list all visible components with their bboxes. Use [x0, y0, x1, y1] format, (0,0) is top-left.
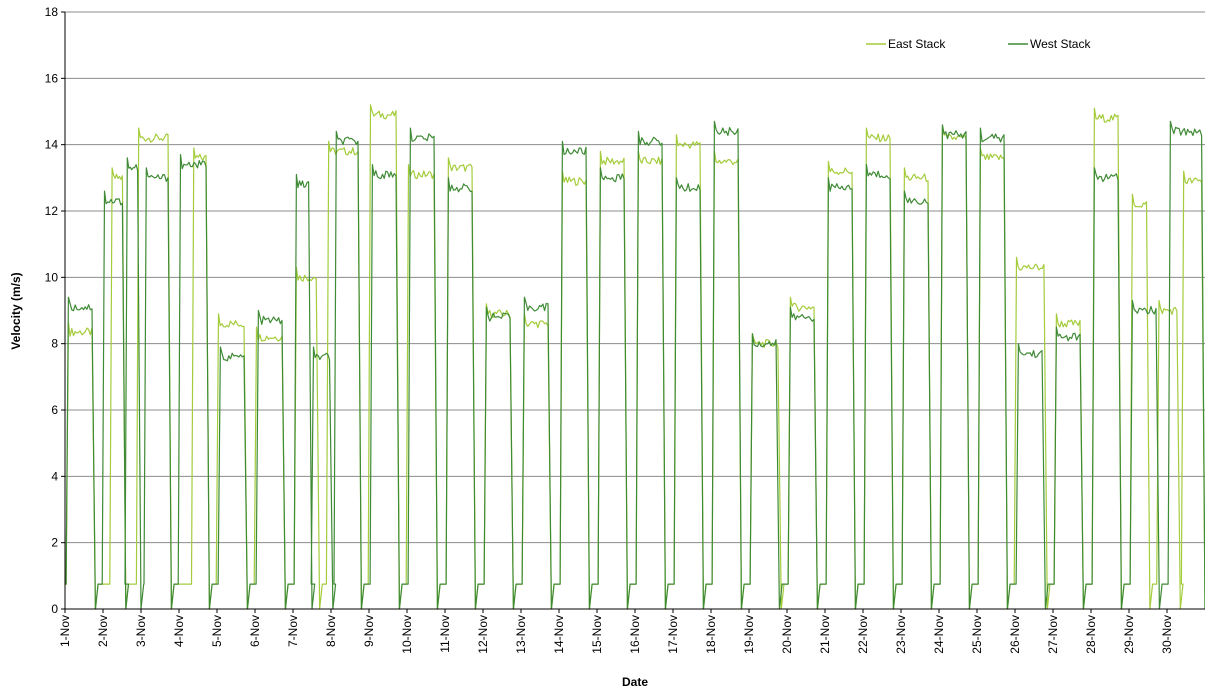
x-tick-label: 3-Nov: [134, 615, 148, 647]
x-tick-label: 20-Nov: [780, 615, 794, 654]
x-tick-label: 15-Nov: [590, 615, 604, 654]
x-tick-label: 5-Nov: [210, 615, 224, 647]
y-tick-label: 4: [51, 469, 58, 483]
series-line-east-stack: [65, 104, 1205, 610]
x-tick-label: 23-Nov: [894, 615, 908, 654]
series-line-west-stack: [65, 120, 1205, 610]
x-tick-label: 25-Nov: [970, 615, 984, 654]
y-tick-label: 14: [45, 138, 59, 152]
x-tick-label: 18-Nov: [704, 615, 718, 654]
y-tick-labels: 0 2 4 6 8 10 12 14 16 18: [45, 5, 59, 616]
x-tick-label: 26-Nov: [1008, 615, 1022, 654]
x-tick-label: 11-Nov: [438, 615, 452, 653]
legend-label: West Stack: [1030, 37, 1091, 51]
y-tick-label: 2: [51, 536, 58, 550]
x-tick-label: 9-Nov: [362, 615, 376, 647]
x-tick-label: 6-Nov: [248, 615, 262, 647]
x-axis-title: Date: [622, 675, 648, 689]
legend: East Stack West Stack: [866, 37, 1091, 51]
x-tick-labels: 1-Nov 2-Nov 3-Nov 4-Nov 5-Nov 6-Nov 7-Nov 8-Nov…: [58, 615, 1174, 654]
grid-lines: [65, 11, 1205, 544]
axes: [61, 11, 1205, 613]
y-tick-label: 16: [45, 71, 59, 85]
x-tick-label: 30-Nov: [1160, 615, 1174, 654]
x-tick-label: 17-Nov: [666, 615, 680, 654]
x-tick-label: 16-Nov: [628, 615, 642, 654]
y-tick-label: 18: [45, 5, 59, 19]
y-tick-label: 10: [45, 270, 59, 284]
x-tick-label: 28-Nov: [1084, 615, 1098, 654]
y-tick-label: 0: [51, 602, 58, 616]
x-tick-label: 19-Nov: [742, 615, 756, 654]
x-tick-label: 7-Nov: [286, 615, 300, 647]
x-tick-label: 1-Nov: [58, 615, 72, 647]
x-tick-label: 2-Nov: [96, 615, 110, 647]
x-tick-label: 13-Nov: [514, 615, 528, 654]
y-tick-label: 6: [51, 403, 58, 417]
y-axis-title: Velocity (m/s): [9, 272, 23, 349]
x-tick-label: 27-Nov: [1046, 615, 1060, 654]
y-tick-label: 12: [45, 204, 59, 218]
x-tick-label: 10-Nov: [400, 615, 414, 654]
x-tick-label: 24-Nov: [932, 615, 946, 654]
x-tick-label: 22-Nov: [856, 615, 870, 654]
y-tick-label: 8: [51, 337, 58, 351]
series-lines: [65, 104, 1205, 610]
x-tick-label: 29-Nov: [1122, 615, 1136, 654]
x-tick-label: 14-Nov: [552, 615, 566, 654]
x-tick-label: 21-Nov: [818, 615, 832, 654]
x-tick-label: 4-Nov: [172, 615, 186, 647]
x-tick-label: 8-Nov: [324, 615, 338, 647]
legend-label: East Stack: [888, 37, 946, 51]
x-tick-label: 12-Nov: [476, 615, 490, 654]
